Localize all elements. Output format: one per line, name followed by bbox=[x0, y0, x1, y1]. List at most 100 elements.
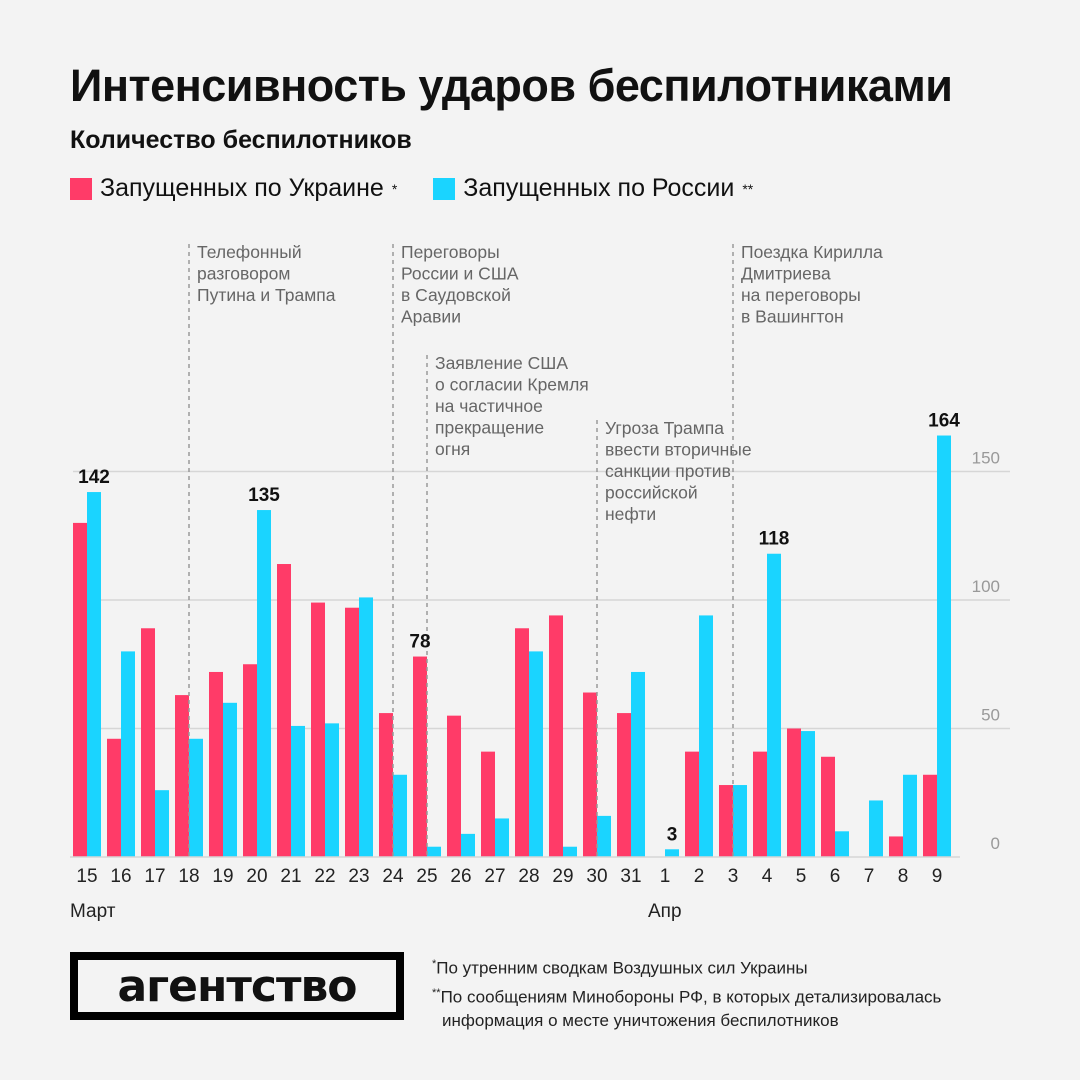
annotation-text: прекращение bbox=[435, 418, 544, 438]
annotation-text: нефти bbox=[605, 504, 656, 524]
legend-label-russia: Запущенных по России bbox=[463, 174, 735, 202]
data-label: 164 bbox=[928, 411, 960, 432]
bar-russia bbox=[835, 831, 849, 857]
y-tick-label: 0 bbox=[991, 834, 1000, 853]
legend-mark-ukraine: * bbox=[391, 180, 398, 197]
bar-ukraine bbox=[515, 628, 529, 857]
annotation-text: Переговоры bbox=[401, 242, 500, 262]
bar-ukraine bbox=[277, 564, 291, 857]
x-tick-label: 20 bbox=[246, 866, 267, 887]
bar-russia bbox=[937, 435, 951, 857]
bar-ukraine bbox=[209, 671, 223, 857]
month-label: Апр bbox=[648, 901, 682, 922]
data-label: 142 bbox=[78, 467, 110, 488]
data-label: 78 bbox=[409, 632, 430, 653]
bar-russia bbox=[733, 785, 747, 857]
x-tick-label: 19 bbox=[212, 866, 233, 887]
bar-ukraine bbox=[889, 836, 903, 857]
bar-russia bbox=[257, 510, 271, 857]
data-label: 3 bbox=[667, 824, 678, 845]
bar-ukraine bbox=[447, 715, 461, 857]
bar-russia bbox=[155, 790, 169, 857]
bar-ukraine bbox=[481, 751, 495, 857]
bar-russia bbox=[393, 774, 407, 857]
bar-ukraine bbox=[787, 728, 801, 857]
bar-ukraine bbox=[243, 664, 257, 857]
x-tick-label: 18 bbox=[178, 866, 199, 887]
legend-mark-russia: ** bbox=[742, 180, 754, 197]
bar-ukraine bbox=[753, 751, 767, 857]
bar-russia bbox=[767, 553, 781, 857]
legend-swatch-ukraine bbox=[70, 177, 92, 200]
annotation-text: в Саудовской bbox=[401, 285, 511, 305]
x-tick-label: 16 bbox=[110, 866, 131, 887]
bar-ukraine bbox=[73, 522, 87, 857]
footnote-2-cont: информация о месте уничтожения беспилотн… bbox=[442, 1011, 839, 1031]
legend-item-ukraine: Запущенных по Украине * bbox=[70, 174, 397, 203]
bar-russia bbox=[563, 846, 577, 857]
bar-russia bbox=[291, 725, 305, 857]
chart-subtitle: Количество беспилотников bbox=[70, 126, 412, 154]
x-tick-label: 28 bbox=[518, 866, 539, 887]
bar-ukraine bbox=[685, 751, 699, 857]
x-tick-label: 23 bbox=[348, 866, 369, 887]
data-label: 135 bbox=[248, 485, 280, 506]
bar-ukraine bbox=[549, 615, 563, 857]
annotation-text: Поездка Кирилла bbox=[741, 242, 883, 262]
bar-russia bbox=[189, 738, 203, 857]
bar-russia bbox=[461, 833, 475, 857]
x-tick-label: 6 bbox=[830, 866, 841, 887]
bar-russia bbox=[903, 774, 917, 857]
bar-ukraine bbox=[345, 607, 359, 857]
x-tick-label: 9 bbox=[932, 866, 943, 887]
month-label: Март bbox=[70, 901, 116, 922]
annotation-text: ввести вторичные bbox=[605, 440, 752, 460]
bar-russia bbox=[597, 815, 611, 857]
bar-ukraine bbox=[923, 774, 937, 857]
x-tick-label: 4 bbox=[762, 866, 773, 887]
annotation-text: разговором bbox=[197, 264, 290, 284]
bar-ukraine bbox=[617, 713, 631, 857]
x-tick-label: 3 bbox=[728, 866, 739, 887]
footnote-2: **По сообщениям Минобороны РФ, в которых… bbox=[432, 986, 942, 1007]
bar-ukraine bbox=[583, 692, 597, 857]
bar-russia bbox=[801, 731, 815, 857]
bar-russia bbox=[121, 651, 135, 857]
legend: Запущенных по Украине * Запущенных по Рос… bbox=[70, 174, 753, 203]
bar-russia bbox=[87, 492, 101, 857]
bar-russia bbox=[223, 702, 237, 857]
x-tick-label: 8 bbox=[898, 866, 909, 887]
bar-ukraine bbox=[719, 785, 733, 857]
annotation-text: на частичное bbox=[435, 396, 543, 416]
y-tick-label: 150 bbox=[972, 449, 1000, 468]
bar-ukraine bbox=[821, 756, 835, 857]
agentstvo-logo: агентство bbox=[70, 952, 404, 1020]
annotation-text: Путина и Трампа bbox=[197, 285, 336, 305]
x-tick-label: 15 bbox=[76, 866, 97, 887]
annotation-text: санкции против bbox=[605, 461, 731, 481]
bar-ukraine bbox=[141, 628, 155, 857]
annotation-text: о согласии Кремля bbox=[435, 375, 589, 395]
annotation-text: Заявление США bbox=[435, 353, 568, 373]
bar-ukraine bbox=[379, 713, 393, 857]
footnote-1: *По утренним сводкам Воздушных сил Украи… bbox=[432, 958, 808, 978]
bar-russia bbox=[699, 615, 713, 857]
annotation-text: в Вашингтон bbox=[741, 307, 844, 327]
footnotes: *По утренним сводкам Воздушных сил Украи… bbox=[432, 952, 941, 1033]
annotation-text: Аравии bbox=[401, 307, 461, 327]
annotation-text: российской bbox=[605, 483, 698, 503]
data-label: 118 bbox=[759, 529, 790, 550]
bar-russia bbox=[427, 846, 441, 857]
x-tick-label: 25 bbox=[416, 866, 437, 887]
x-tick-label: 22 bbox=[314, 866, 335, 887]
x-tick-label: 7 bbox=[864, 866, 875, 887]
y-tick-label: 100 bbox=[972, 577, 1000, 596]
annotation-text: Телефонный bbox=[197, 242, 302, 262]
bar-russia bbox=[325, 723, 339, 857]
x-tick-label: 26 bbox=[450, 866, 471, 887]
bar-ukraine bbox=[413, 656, 427, 857]
bar-ukraine bbox=[175, 695, 189, 857]
legend-swatch-russia bbox=[433, 177, 456, 200]
bar-russia bbox=[359, 597, 373, 857]
